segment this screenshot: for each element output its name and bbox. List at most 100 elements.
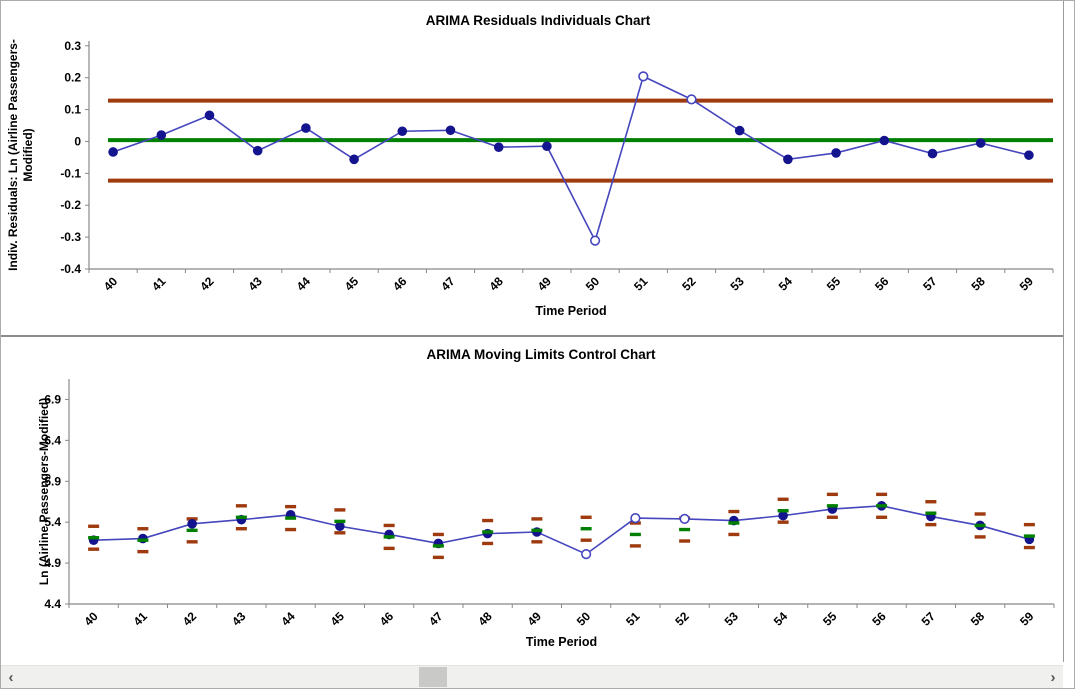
chart-title: ARIMA Residuals Individuals Chart [426, 13, 651, 28]
data-point-out-of-control [581, 548, 592, 560]
moving-lcl-dash [629, 544, 641, 548]
scrollbar-thumb[interactable] [419, 667, 447, 687]
x-tick-label: 53 [722, 609, 742, 629]
moving-center-dash [1023, 534, 1035, 538]
moving-ucl-dash [432, 532, 444, 537]
x-tick-label: 48 [486, 274, 506, 294]
moving-center-dash [383, 535, 395, 539]
chart-sheet: ARIMA Residuals Individuals Chart 0.3 0.2 0… [1, 1, 1063, 662]
panel-divider [1, 335, 1063, 337]
moving-ucl-dash [1023, 522, 1035, 527]
moving-lcl-dash [285, 527, 297, 532]
moving-lcl-dash [334, 531, 346, 535]
moving-ucl-dash [580, 515, 592, 519]
moving-ucl-dash [235, 504, 247, 508]
individuals-chart-panel[interactable]: ARIMA Residuals Individuals Chart 0.3 0.2 0… [1, 1, 1063, 335]
scroll-left-button[interactable]: ‹ [3, 666, 19, 688]
data-point-out-of-control [686, 94, 697, 105]
moving-lcl-dash [137, 549, 149, 554]
y-tick-label: 5.4 [44, 515, 61, 529]
moving-ucl-dash [482, 518, 494, 523]
scrollbar-track[interactable] [19, 666, 1045, 688]
x-tick-label: 58 [968, 274, 988, 294]
x-tick-label: 44 [294, 274, 314, 294]
x-tick-label: 40 [101, 274, 121, 294]
x-axis-title: Time Period [535, 304, 606, 318]
moving-limits-chart-panel[interactable]: ARIMA Moving Limits Control Chart 6.9 6.4 5… [1, 337, 1063, 662]
y-axis-title: Indiv. Residuals: Ln (Airline Passengers… [6, 39, 20, 271]
x-tick-label: 51 [631, 274, 651, 294]
moving-center-dash [580, 527, 592, 531]
moving-lcl-dash [432, 555, 444, 560]
x-tick-label: 56 [872, 274, 892, 294]
moving-center-dash [482, 530, 494, 534]
y-tick-label: -0.2 [60, 198, 81, 212]
moving-ucl-dash [531, 517, 543, 521]
data-point [204, 110, 215, 121]
scroll-right-button[interactable]: › [1045, 666, 1061, 688]
y-tick-label: 6.4 [44, 433, 61, 447]
x-axis-title: Time Period [526, 635, 597, 649]
data-point [879, 135, 890, 146]
moving-ucl-dash [728, 509, 740, 514]
moving-lcl-dash [974, 535, 986, 539]
y-tick-label: 0.1 [64, 103, 81, 117]
moving-center-dash [285, 516, 297, 520]
moving-lcl-dash [383, 546, 395, 551]
data-point [831, 148, 841, 158]
moving-center-dash [974, 523, 986, 528]
x-tick-label: 49 [525, 609, 545, 629]
y-tick-label: 4.4 [44, 597, 61, 611]
x-tick-label: 48 [475, 609, 495, 629]
x-tick-label: 54 [776, 274, 796, 294]
x-tick-label: 52 [679, 274, 699, 294]
x-tick-label: 47 [426, 609, 446, 629]
y-tick-label: 4.9 [44, 556, 61, 570]
horizontal-scrollbar[interactable]: ‹ › [1, 665, 1063, 688]
y-axis-title: Ln (Airline Passengers-Modified) [37, 398, 51, 585]
moving-lcl-dash [1023, 545, 1035, 550]
moving-center-dash [777, 509, 789, 513]
y-tick-label: -0.4 [60, 262, 81, 276]
y-tick-label: -0.1 [60, 166, 81, 180]
moving-ucl-dash [334, 508, 346, 512]
x-tick-label: 56 [869, 609, 889, 629]
moving-ucl-dash [777, 497, 789, 501]
x-tick-label: 46 [390, 274, 410, 294]
moving-limits-chart-canvas: ARIMA Moving Limits Control Chart 6.9 6.4 5… [37, 347, 1055, 649]
moving-center-dash [826, 504, 838, 508]
data-point [542, 141, 552, 152]
data-point [493, 142, 504, 152]
x-tick-label: 50 [574, 609, 594, 629]
series-line [93, 505, 1030, 556]
x-tick-label: 46 [377, 609, 397, 629]
x-tick-label: 59 [1017, 609, 1037, 629]
x-tick-label: 52 [672, 609, 692, 629]
data-point [975, 138, 986, 148]
moving-center-dash [432, 544, 444, 548]
moving-ucl-dash [876, 492, 888, 497]
moving-lcl-dash [482, 541, 494, 546]
series-line [112, 75, 1030, 243]
moving-ucl-dash [137, 527, 149, 531]
x-tick-label: 51 [623, 609, 643, 629]
x-tick-label: 43 [245, 274, 265, 294]
chart-title: ARIMA Moving Limits Control Chart [427, 347, 656, 362]
moving-lcl-dash [679, 539, 691, 543]
y-tick-label: 6.9 [44, 392, 61, 406]
data-point [301, 123, 311, 133]
moving-lcl-dash [531, 540, 543, 544]
x-tick-label: 55 [820, 609, 840, 629]
x-tick-label: 42 [197, 274, 217, 294]
moving-ucl-dash [186, 517, 198, 521]
x-tick-label: 47 [438, 274, 458, 294]
y-tick-label: 0 [74, 134, 81, 148]
x-tick-label: 58 [968, 609, 988, 629]
y-tick-label: 5.9 [44, 474, 61, 488]
data-point-out-of-control [630, 512, 641, 524]
x-tick-label: 44 [278, 609, 298, 629]
x-tick-label: 40 [81, 609, 101, 629]
individuals-chart-canvas: ARIMA Residuals Individuals Chart 0.3 0.2 0… [6, 13, 1054, 318]
moving-lcl-dash [876, 515, 888, 519]
